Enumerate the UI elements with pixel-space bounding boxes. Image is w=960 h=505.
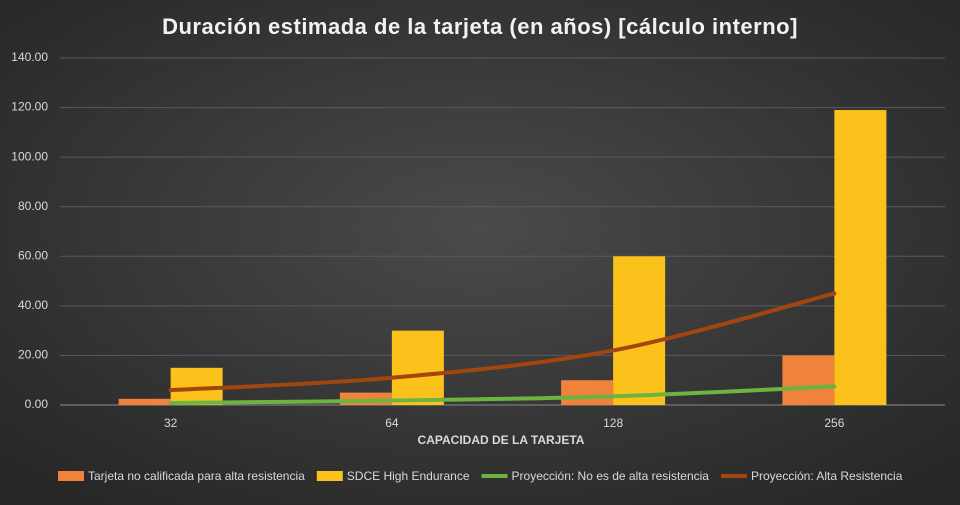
x-tick-label: 64 [385,416,399,430]
bar [613,256,666,405]
x-tick-label: 256 [824,416,844,430]
y-tick-label: 20.00 [18,348,48,362]
legend-label: Proyección: Alta Resistencia [751,469,903,483]
y-tick-label: 140.00 [11,50,48,64]
line [168,291,837,393]
bar [118,398,171,405]
x-axis-title: CAPACIDAD DE LA TARJETA [418,433,585,447]
bar [391,330,444,405]
legend-label: SDCE High Endurance [347,469,470,483]
y-tick-label: 100.00 [11,149,48,163]
x-tick-label: 128 [603,416,623,430]
legend-swatch [58,471,84,481]
bar [561,380,614,405]
y-tick-label: 120.00 [11,100,48,114]
y-tick-label: 60.00 [18,248,48,262]
legend-label: Proyección: No es de alta resistencia [512,469,710,483]
y-tick-label: 0.00 [25,397,49,411]
bar [782,355,835,405]
y-tick-label: 80.00 [18,199,48,213]
x-tick-label: 32 [164,416,178,430]
line [168,384,837,406]
y-tick-label: 40.00 [18,298,48,312]
bar [834,110,887,406]
legend-swatch [316,471,343,481]
chart-title: Duración estimada de la tarjeta (en años… [162,14,798,39]
legend-label: Tarjeta no calificada para alta resisten… [88,469,305,483]
